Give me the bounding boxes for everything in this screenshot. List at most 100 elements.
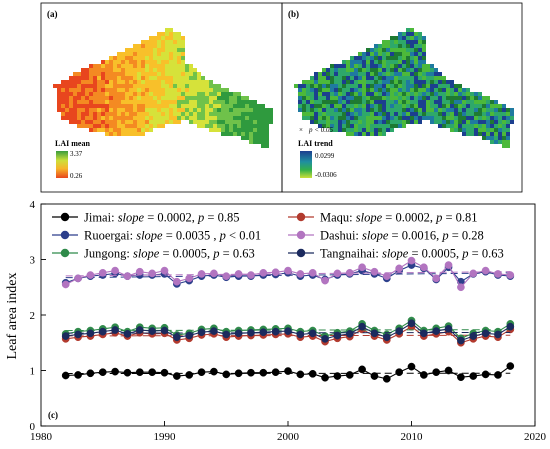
data-point [494, 371, 502, 379]
data-point [444, 325, 453, 333]
data-point [321, 335, 329, 343]
data-point [247, 368, 255, 377]
data-point [185, 371, 194, 379]
legend-marker [296, 248, 306, 258]
data-point [259, 268, 268, 277]
data-point [506, 322, 515, 331]
data-point [407, 256, 416, 265]
y-tick-label: 3 [30, 255, 36, 267]
data-point [61, 371, 70, 380]
data-point [432, 327, 441, 335]
legend-label: Maqu: slope = 0.0002, p = 0.81 [320, 211, 478, 225]
data-point [395, 327, 403, 335]
x-tick-label: 1990 [154, 431, 177, 443]
data-point [185, 331, 194, 340]
data-point [345, 330, 354, 338]
data-point [469, 332, 478, 340]
panel-b: (b) × p < 0.05 LAI trend 0.0299 -0.0306 [281, 2, 523, 193]
y-tick-label: 1 [30, 366, 36, 378]
data-point [395, 264, 403, 273]
data-point [123, 272, 132, 280]
data-point [284, 266, 292, 275]
data-point [271, 368, 280, 377]
data-point [98, 327, 107, 336]
data-point [444, 261, 453, 269]
data-point [74, 371, 82, 379]
data-point [61, 332, 70, 340]
data-point [469, 372, 478, 380]
legend-marker [60, 248, 70, 258]
data-point [148, 368, 156, 377]
panel-b-frame [281, 2, 523, 193]
y-tick-label: 0 [30, 421, 36, 433]
data-point [382, 272, 391, 280]
data-point [308, 329, 317, 338]
legend-label: Jungong: slope = 0.0005, p = 0.63 [84, 247, 255, 261]
y-axis-label: Leaf area index [5, 272, 20, 359]
data-point [234, 270, 243, 278]
data-point [333, 269, 342, 278]
data-point [420, 371, 428, 379]
data-point [494, 330, 502, 339]
data-point [61, 280, 70, 289]
x-tick-label: 2000 [277, 431, 300, 443]
data-point [407, 319, 416, 328]
data-point [308, 268, 317, 277]
data-point [370, 329, 379, 338]
data-point [284, 367, 292, 375]
panel-c-label: (c) [48, 410, 58, 420]
legend-label: Tangnaihai: slope = 0.0005, p = 0.63 [320, 247, 504, 261]
data-point [420, 263, 428, 272]
data-point [247, 328, 255, 337]
data-point [358, 263, 366, 272]
data-point [160, 266, 169, 275]
series-dashui [61, 256, 515, 292]
panel-a-legend-title: LAI mean [55, 139, 90, 148]
data-point [210, 327, 218, 335]
panel-b-legend-title: LAI trend [298, 139, 333, 148]
data-point [160, 368, 169, 377]
legend-marker [60, 212, 70, 222]
data-point [296, 370, 305, 379]
data-point [481, 266, 490, 275]
data-point [321, 373, 329, 382]
data-point [506, 271, 515, 279]
data-point [98, 368, 107, 377]
data-point [407, 362, 416, 371]
data-point [247, 271, 255, 279]
panel-a-legend-max: 3.37 [70, 150, 83, 158]
data-point [457, 373, 465, 382]
data-point [271, 327, 280, 336]
x-tick-label: 2020 [524, 431, 547, 443]
legend-marker [296, 212, 306, 222]
data-point [74, 330, 82, 339]
panel-a-legend-min: 0.26 [70, 172, 83, 180]
lai-trend-map [294, 28, 514, 148]
data-point [148, 269, 156, 278]
y-tick-label: 2 [30, 310, 36, 322]
data-point [173, 372, 181, 380]
data-point [358, 322, 366, 331]
data-point [395, 368, 403, 377]
lai-mean-map [53, 28, 273, 148]
series-jimai [61, 362, 515, 383]
data-point [197, 368, 206, 377]
data-point [494, 270, 502, 278]
legend-item-tangnaihai: Tangnaihai: slope = 0.0005, p = 0.63 [288, 247, 504, 261]
data-point [111, 266, 119, 275]
data-point [333, 331, 342, 340]
x-tick-label: 1980 [30, 431, 53, 443]
data-point [469, 269, 478, 278]
panel-b-colorbar [300, 151, 312, 178]
legend-item-ruoergai: Ruoergai: slope = 0.0035 , p < 0.01 [52, 229, 261, 243]
data-point [222, 272, 231, 280]
legend-item-dashui: Dashui: slope = 0.0016, p = 0.28 [288, 229, 484, 243]
legend-label: Dashui: slope = 0.0016, p = 0.28 [320, 229, 484, 243]
data-point [148, 327, 156, 335]
data-point [506, 362, 515, 370]
data-point [321, 276, 329, 285]
data-point [173, 333, 181, 342]
data-point [74, 274, 82, 283]
data-point [284, 327, 292, 335]
